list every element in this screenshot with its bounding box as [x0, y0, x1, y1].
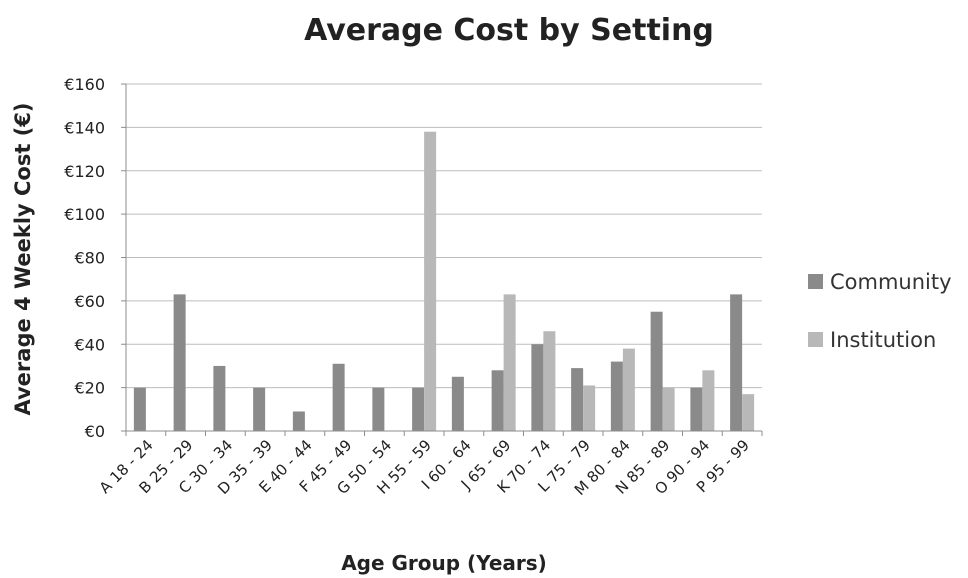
y-tick-label: €140	[64, 118, 105, 137]
y-tick-labels: €0 €20 €40 €60 €80 €100 €120 €140 €160	[64, 75, 105, 441]
bar-community	[332, 363, 345, 431]
y-tick-label: €20	[74, 379, 105, 398]
bar-community	[571, 368, 584, 431]
bar-community	[650, 311, 663, 431]
bar-institution	[702, 370, 715, 431]
bar-institution	[662, 387, 675, 431]
y-tick-label: €60	[74, 292, 105, 311]
y-tick-label: €40	[74, 335, 105, 354]
bar-community	[610, 361, 623, 431]
bar-community	[173, 294, 186, 431]
bar-community	[253, 387, 266, 431]
y-tick-label: €80	[74, 249, 105, 268]
y-tick-label: €160	[64, 75, 105, 94]
legend-label-institution: Institution	[830, 328, 936, 352]
bar-community	[133, 387, 146, 431]
bar-community	[730, 294, 743, 431]
bar-institution	[583, 385, 596, 431]
legend: Community Institution	[808, 270, 952, 352]
bar-institution	[503, 294, 516, 431]
bar-community	[690, 387, 703, 431]
bar-community	[491, 370, 504, 431]
bar-community	[213, 365, 226, 431]
legend-label-community: Community	[830, 270, 952, 294]
bar-community	[451, 376, 464, 431]
bar-community	[531, 344, 544, 431]
x-axis-label: Age Group (Years)	[341, 551, 547, 575]
y-tick-label: €120	[64, 162, 105, 181]
bar-community	[292, 411, 305, 431]
y-axis-label: Average 4 Weekly Cost (€)	[11, 102, 35, 415]
chart-title: Average Cost by Setting	[304, 13, 714, 48]
x-tick-labels: A 18 - 24B 25 - 29C 30 - 34D 35 - 39E 40…	[96, 436, 753, 499]
bar-community	[412, 387, 425, 431]
legend-swatch-institution	[808, 332, 823, 347]
bar-community	[372, 387, 385, 431]
bar-institution	[622, 348, 635, 431]
bar-institution	[742, 394, 755, 431]
y-tick-label: €0	[85, 422, 105, 441]
gridlines	[121, 83, 763, 436]
y-tick-label: €100	[64, 205, 105, 224]
bars	[133, 131, 755, 431]
bar-institution	[424, 131, 437, 431]
axes	[125, 84, 762, 432]
bar-institution	[543, 331, 556, 431]
legend-swatch-community	[808, 274, 823, 289]
